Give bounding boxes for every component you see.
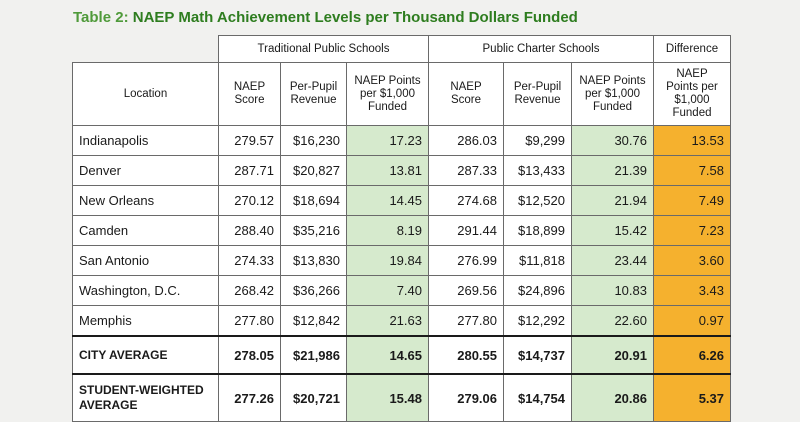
cell-points-traditional: 21.63 — [346, 305, 429, 337]
cell-revenue-charter: $24,896 — [503, 275, 572, 306]
table-row: Camden 288.40 $35,216 8.19 291.44 $18,89… — [72, 215, 731, 246]
cell-points-difference: 7.49 — [653, 185, 731, 216]
cell-points-charter: 20.86 — [571, 373, 654, 422]
cell-points-charter: 30.76 — [571, 125, 654, 156]
cell-points-traditional: 8.19 — [346, 215, 429, 246]
cell-points-charter: 15.42 — [571, 215, 654, 246]
table-caption: Table 2: NAEP Math Achievement Levels pe… — [73, 9, 578, 26]
cell-naep-score-traditional: 277.26 — [218, 373, 281, 422]
cell-naep-score-traditional: 274.33 — [218, 245, 281, 276]
column-header-revenue-traditional: Per-Pupil Revenue — [280, 62, 347, 126]
cell-location: San Antonio — [72, 245, 219, 276]
cell-revenue-traditional: $21,986 — [280, 335, 347, 375]
cell-naep-score-traditional: 268.42 — [218, 275, 281, 306]
cell-points-charter: 21.94 — [571, 185, 654, 216]
cell-revenue-traditional: $36,266 — [280, 275, 347, 306]
table-caption-label: Table 2: — [73, 9, 129, 26]
cell-revenue-charter: $13,433 — [503, 155, 572, 186]
column-header-naep-score-traditional: NAEP Score — [218, 62, 281, 126]
column-header-location: Location — [72, 62, 219, 126]
cell-points-charter: 20.91 — [571, 335, 654, 375]
column-header-points-traditional: NAEP Points per $1,000 Funded — [346, 62, 429, 126]
group-header-difference: Difference — [653, 35, 731, 63]
group-header-charter: Public Charter Schools — [428, 35, 654, 63]
cell-points-difference: 0.97 — [653, 305, 731, 337]
column-header-naep-score-charter: NAEP Score — [428, 62, 504, 126]
cell-revenue-charter: $11,818 — [503, 245, 572, 276]
cell-location: Memphis — [72, 305, 219, 337]
cell-points-traditional: 17.23 — [346, 125, 429, 156]
cell-naep-score-traditional: 288.40 — [218, 215, 281, 246]
cell-location: Indianapolis — [72, 125, 219, 156]
cell-naep-score-charter: 280.55 — [428, 335, 504, 375]
cell-naep-score-charter: 276.99 — [428, 245, 504, 276]
cell-points-traditional: 7.40 — [346, 275, 429, 306]
cell-naep-score-charter: 277.80 — [428, 305, 504, 337]
cell-points-difference: 6.26 — [653, 335, 731, 375]
cell-revenue-traditional: $18,694 — [280, 185, 347, 216]
cell-naep-score-traditional: 287.71 — [218, 155, 281, 186]
cell-points-traditional: 14.65 — [346, 335, 429, 375]
cell-naep-score-traditional: 277.80 — [218, 305, 281, 337]
cell-naep-score-charter: 287.33 — [428, 155, 504, 186]
cell-naep-score-charter: 274.68 — [428, 185, 504, 216]
cell-revenue-traditional: $20,827 — [280, 155, 347, 186]
group-header-traditional: Traditional Public Schools — [218, 35, 429, 63]
cell-revenue-traditional: $20,721 — [280, 373, 347, 422]
student-weighted-average-row: STUDENT-WEIGHTED AVERAGE 277.26 $20,721 … — [72, 373, 731, 422]
cell-location: Washington, D.C. — [72, 275, 219, 306]
table-row: Indianapolis 279.57 $16,230 17.23 286.03… — [72, 125, 731, 156]
cell-location: Denver — [72, 155, 219, 186]
cell-naep-score-charter: 269.56 — [428, 275, 504, 306]
cell-naep-score-charter: 286.03 — [428, 125, 504, 156]
column-header-points-charter: NAEP Points per $1,000 Funded — [571, 62, 654, 126]
table-row: Denver 287.71 $20,827 13.81 287.33 $13,4… — [72, 155, 731, 186]
cell-points-difference: 13.53 — [653, 125, 731, 156]
cell-points-charter: 21.39 — [571, 155, 654, 186]
cell-revenue-charter: $9,299 — [503, 125, 572, 156]
cell-points-traditional: 15.48 — [346, 373, 429, 422]
cell-revenue-charter: $18,899 — [503, 215, 572, 246]
cell-points-difference: 7.58 — [653, 155, 731, 186]
cell-revenue-traditional: $35,216 — [280, 215, 347, 246]
cell-revenue-traditional: $16,230 — [280, 125, 347, 156]
cell-location: CITY AVERAGE — [72, 335, 219, 375]
column-header-revenue-charter: Per-Pupil Revenue — [503, 62, 572, 126]
cell-revenue-traditional: $12,842 — [280, 305, 347, 337]
cell-location: STUDENT-WEIGHTED AVERAGE — [72, 373, 219, 422]
cell-location: New Orleans — [72, 185, 219, 216]
cell-points-charter: 10.83 — [571, 275, 654, 306]
cell-points-traditional: 14.45 — [346, 185, 429, 216]
column-header-points-difference: NAEP Points per $1,000 Funded — [653, 62, 731, 126]
table-caption-title: NAEP Math Achievement Levels per Thousan… — [132, 9, 578, 26]
cell-naep-score-traditional: 270.12 — [218, 185, 281, 216]
table-row: New Orleans 270.12 $18,694 14.45 274.68 … — [72, 185, 731, 216]
cell-revenue-traditional: $13,830 — [280, 245, 347, 276]
cell-points-charter: 23.44 — [571, 245, 654, 276]
cell-naep-score-traditional: 278.05 — [218, 335, 281, 375]
cell-revenue-charter: $14,737 — [503, 335, 572, 375]
cell-points-traditional: 19.84 — [346, 245, 429, 276]
city-average-row: CITY AVERAGE 278.05 $21,986 14.65 280.55… — [72, 335, 731, 375]
cell-naep-score-traditional: 279.57 — [218, 125, 281, 156]
cell-naep-score-charter: 279.06 — [428, 373, 504, 422]
table-row: San Antonio 274.33 $13,830 19.84 276.99 … — [72, 245, 731, 276]
cell-naep-score-charter: 291.44 — [428, 215, 504, 246]
naep-achievement-table: Traditional Public Schools Public Charte… — [72, 35, 731, 422]
cell-points-traditional: 13.81 — [346, 155, 429, 186]
cell-points-difference: 7.23 — [653, 215, 731, 246]
cell-points-difference: 3.60 — [653, 245, 731, 276]
table-row: Washington, D.C. 268.42 $36,266 7.40 269… — [72, 275, 731, 306]
table-row: Memphis 277.80 $12,842 21.63 277.80 $12,… — [72, 305, 731, 337]
cell-revenue-charter: $12,292 — [503, 305, 572, 337]
cell-revenue-charter: $12,520 — [503, 185, 572, 216]
cell-points-charter: 22.60 — [571, 305, 654, 337]
cell-location: Camden — [72, 215, 219, 246]
header-spacer — [72, 35, 219, 63]
cell-points-difference: 5.37 — [653, 373, 731, 422]
cell-points-difference: 3.43 — [653, 275, 731, 306]
cell-revenue-charter: $14,754 — [503, 373, 572, 422]
